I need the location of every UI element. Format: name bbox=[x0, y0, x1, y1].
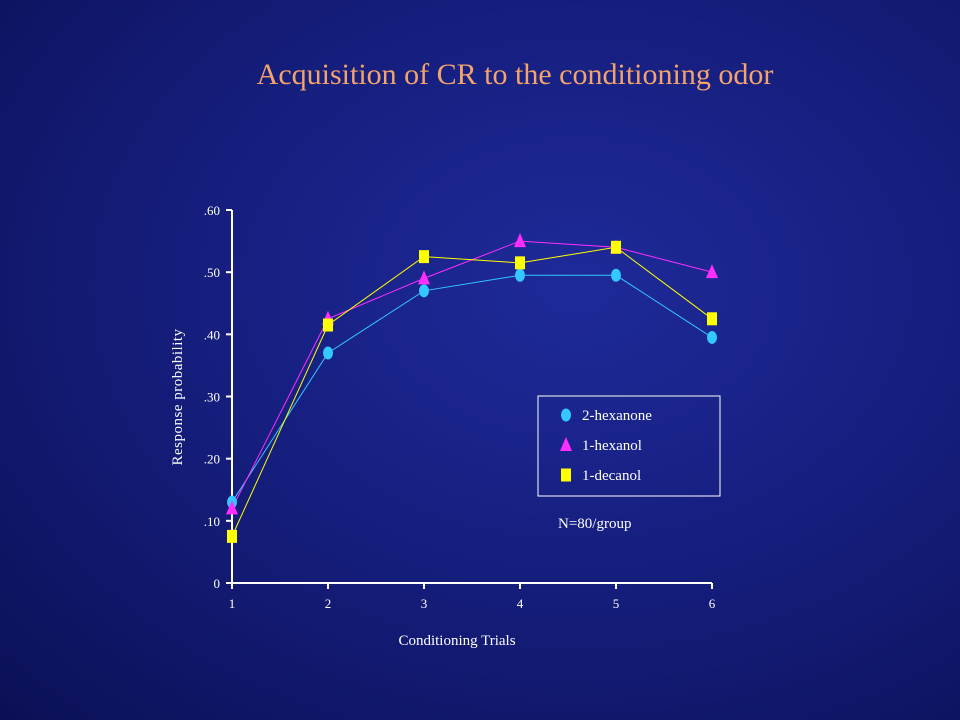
y-tick-label: 0 bbox=[214, 576, 221, 591]
x-tick-label: 6 bbox=[709, 596, 716, 611]
data-point-1-decanol bbox=[227, 529, 237, 543]
y-tick-label: .50 bbox=[204, 265, 220, 280]
data-point-2-hexanone bbox=[323, 346, 333, 360]
legend-label: 2-hexanone bbox=[582, 408, 652, 424]
legend-marker-1-hexanol bbox=[560, 437, 572, 451]
legend-label: 1-decanol bbox=[582, 468, 641, 484]
data-point-1-decanol bbox=[323, 318, 333, 332]
x-tick-label: 4 bbox=[517, 596, 524, 611]
x-axis-label: Conditioning Trials bbox=[398, 633, 515, 649]
chart-axes: 0 .10 .20 .30 .40 .50 .60 1 2 3 4 5 6 bbox=[204, 203, 716, 611]
y-axis-label: Response probability bbox=[170, 328, 186, 465]
x-tick-label: 2 bbox=[325, 596, 332, 611]
data-point-2-hexanone bbox=[707, 330, 717, 344]
sample-size-annotation: N=80/group bbox=[558, 516, 631, 532]
data-point-1-hexanol bbox=[418, 270, 430, 285]
series-markers bbox=[226, 233, 718, 543]
data-point-2-hexanone bbox=[419, 284, 429, 298]
series-line-2-hexanone bbox=[231, 274, 713, 503]
x-tick-label: 1 bbox=[229, 596, 236, 611]
data-point-2-hexanone bbox=[515, 268, 525, 282]
legend-label: 1-hexanol bbox=[582, 438, 642, 454]
y-tick-label: .30 bbox=[204, 390, 220, 405]
x-tick-label: 3 bbox=[421, 596, 428, 611]
legend-marker-1-decanol bbox=[561, 468, 571, 482]
data-point-1-decanol bbox=[419, 250, 429, 264]
data-point-1-decanol bbox=[707, 312, 717, 326]
series-lines bbox=[231, 240, 713, 537]
y-tick-label: .60 bbox=[204, 203, 220, 218]
data-point-1-decanol bbox=[611, 240, 621, 254]
data-point-1-decanol bbox=[515, 256, 525, 270]
y-tick-label: .20 bbox=[204, 452, 220, 467]
data-point-2-hexanone bbox=[611, 268, 621, 282]
slide-title: Acquisition of CR to the conditioning od… bbox=[256, 58, 774, 91]
y-tick-label: .10 bbox=[204, 514, 220, 529]
legend: 2-hexanone 1-hexanol 1-decanol bbox=[537, 395, 721, 497]
series-line-1-decanol bbox=[231, 246, 713, 537]
y-tick-label: .40 bbox=[204, 327, 220, 342]
data-point-1-hexanol bbox=[514, 233, 526, 248]
legend-marker-2-hexanone bbox=[561, 408, 571, 422]
data-point-1-hexanol bbox=[226, 500, 238, 515]
data-point-1-hexanol bbox=[706, 264, 718, 279]
x-tick-label: 5 bbox=[613, 596, 620, 611]
legend-box bbox=[537, 395, 721, 497]
